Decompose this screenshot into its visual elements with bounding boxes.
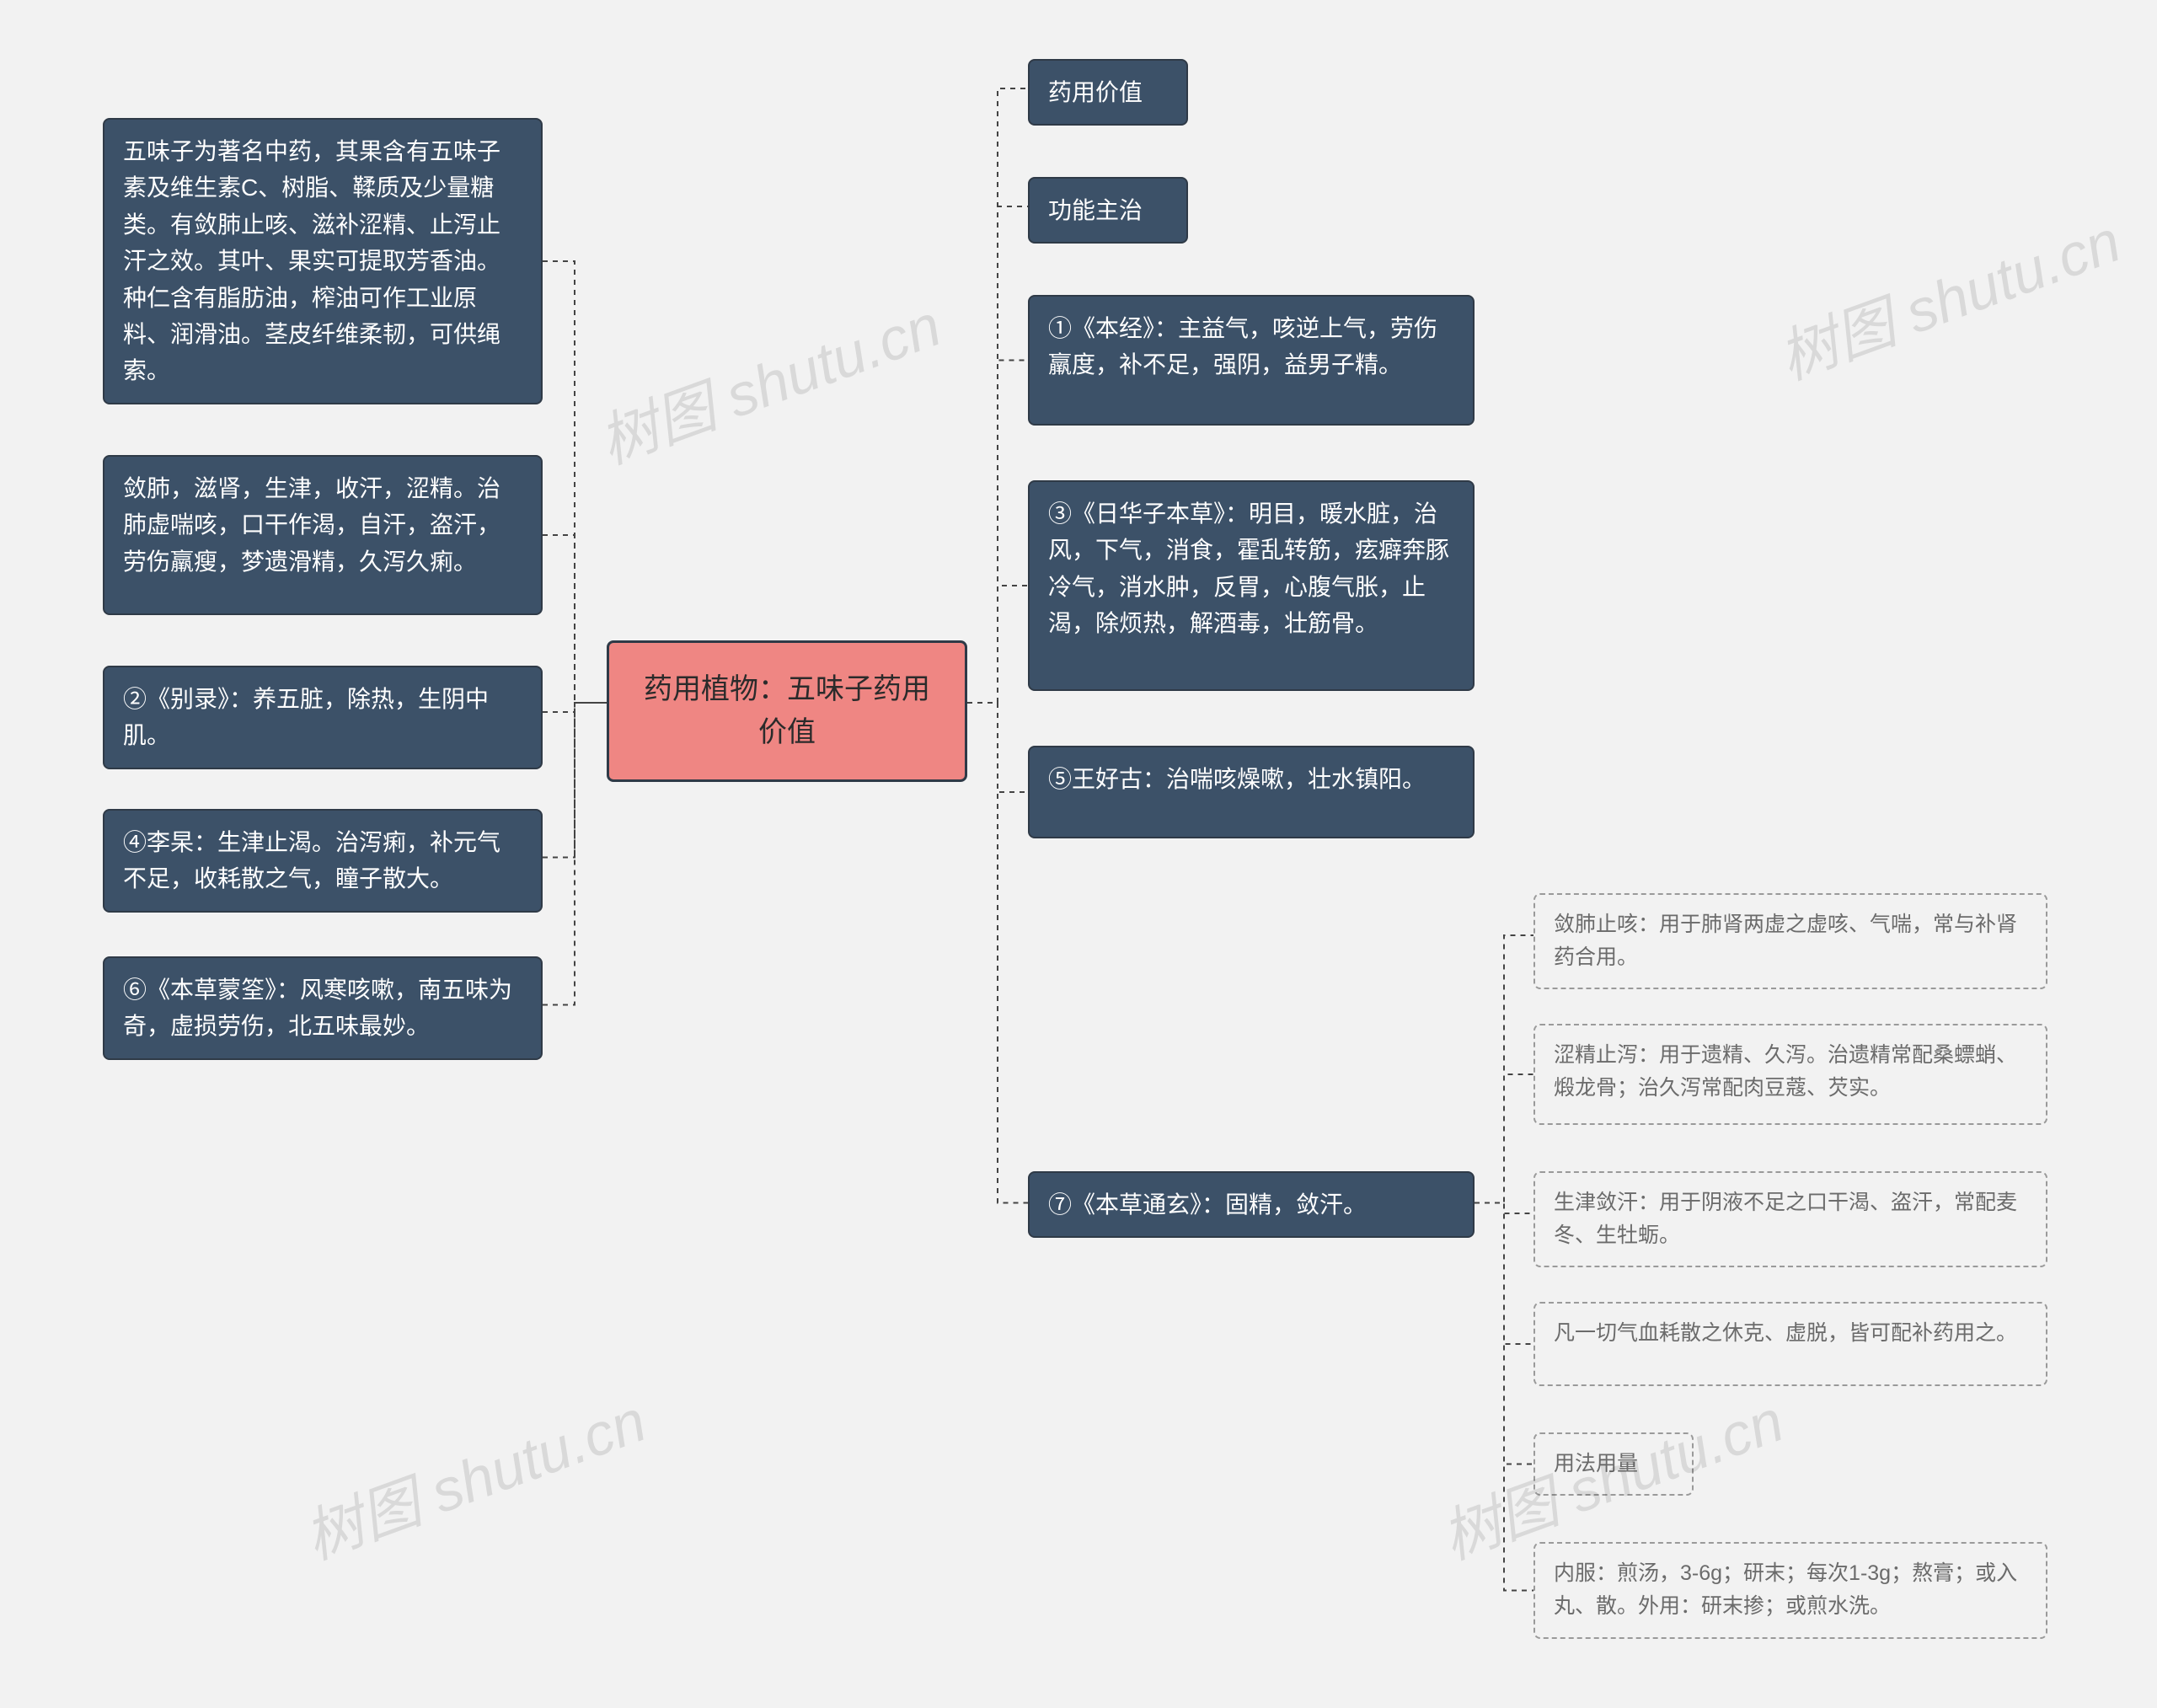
right-node-2: ①《本经》：主益气，咳逆上气，劳伤羸度，补不足，强阴，益男子精。 bbox=[1028, 295, 1475, 426]
left-node-0: 五味子为著名中药，其果含有五味子素及维生素C、树脂、鞣质及少量糖类。有敛肺止咳、… bbox=[103, 118, 543, 404]
right-node-3: ③《日华子本草》：明目，暖水脏，治风，下气，消食，霍乱转筋，痃癖奔豚冷气，消水肿… bbox=[1028, 480, 1475, 691]
right-node-0: 药用价值 bbox=[1028, 59, 1188, 126]
left-node-3: ④李杲：生津止渴。治泻痢，补元气不足，收耗散之气，瞳子散大。 bbox=[103, 809, 543, 913]
watermark-0: 树图 shutu.cn bbox=[586, 279, 951, 481]
right-node-5: ⑦《本草通玄》：固精，敛汗。 bbox=[1028, 1171, 1475, 1238]
right-node-5-child-3: 凡一切气血耗散之休克、虚脱，皆可配补药用之。 bbox=[1533, 1302, 2047, 1386]
left-node-4: ⑥《本草蒙筌》：风寒咳嗽，南五味为奇，虚损劳伤，北五味最妙。 bbox=[103, 956, 543, 1060]
left-node-1: 敛肺，滋肾，生津，收汗，涩精。治肺虚喘咳，口干作渴，自汗，盗汗，劳伤羸瘦，梦遗滑… bbox=[103, 455, 543, 615]
right-node-5-child-0: 敛肺止咳：用于肺肾两虚之虚咳、气喘，常与补肾药合用。 bbox=[1533, 893, 2047, 989]
watermark-2: 树图 shutu.cn bbox=[292, 1374, 656, 1577]
center-node: 药用植物：五味子药用价值 bbox=[607, 640, 967, 782]
right-node-5-child-2: 生津敛汗：用于阴液不足之口干渴、盗汗，常配麦冬、生牡蛎。 bbox=[1533, 1171, 2047, 1267]
watermark-1: 树图 shutu.cn bbox=[1766, 195, 2131, 397]
right-node-5-child-4: 用法用量 bbox=[1533, 1432, 1694, 1496]
right-node-5-child-5: 内服：煎汤，3-6g；研末；每次1-3g；熬膏；或入丸、散。外用：研末掺；或煎水… bbox=[1533, 1542, 2047, 1639]
right-node-5-child-1: 涩精止泻：用于遗精、久泻。治遗精常配桑螵蛸、煅龙骨；治久泻常配肉豆蔻、芡实。 bbox=[1533, 1024, 2047, 1125]
right-node-4: ⑤王好古：治喘咳燥嗽，壮水镇阳。 bbox=[1028, 746, 1475, 838]
mindmap-canvas: 药用植物：五味子药用价值 五味子为著名中药，其果含有五味子素及维生素C、树脂、鞣质… bbox=[0, 0, 2157, 1708]
left-node-2: ②《别录》：养五脏，除热，生阴中肌。 bbox=[103, 666, 543, 769]
right-node-1: 功能主治 bbox=[1028, 177, 1188, 244]
